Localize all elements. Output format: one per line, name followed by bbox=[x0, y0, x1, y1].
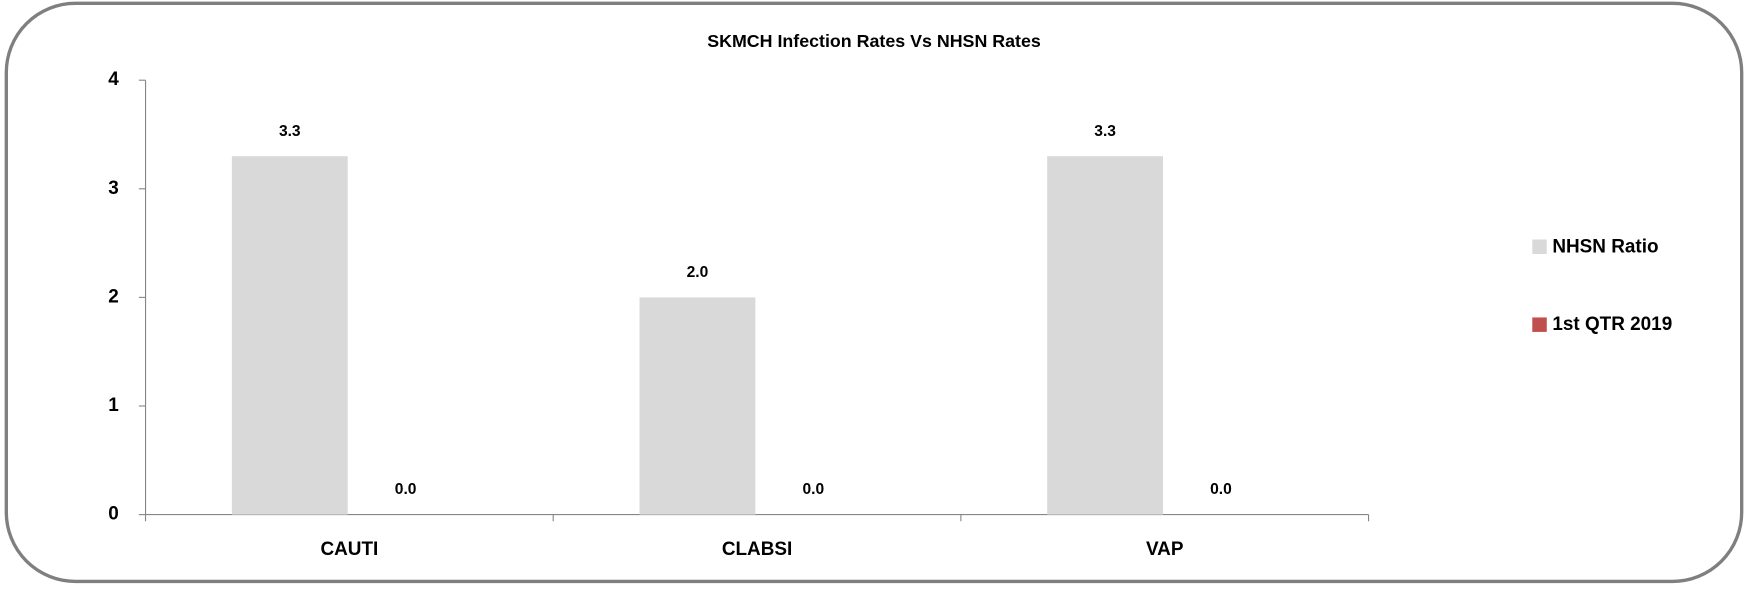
legend-label: 1st QTR 2019 bbox=[1552, 314, 1672, 335]
legend-swatch bbox=[1532, 317, 1547, 332]
data-label: 0.0 bbox=[802, 481, 824, 498]
y-tick-label: 3 bbox=[108, 178, 119, 199]
y-tick-label: 4 bbox=[108, 69, 119, 90]
x-tick-label: CLABSI bbox=[722, 539, 792, 560]
data-label: 2.0 bbox=[687, 264, 709, 281]
x-tick-label: CAUTI bbox=[320, 539, 378, 560]
data-label: 3.3 bbox=[1094, 123, 1116, 140]
legend-label: NHSN Ratio bbox=[1552, 236, 1658, 257]
data-label: 0.0 bbox=[1210, 481, 1232, 498]
chart-border bbox=[4, 1, 1744, 584]
data-label: 0.0 bbox=[395, 481, 417, 498]
y-tick-label: 2 bbox=[108, 286, 119, 307]
bar bbox=[639, 297, 756, 515]
bar bbox=[1047, 156, 1164, 515]
chart-title: SKMCH Infection Rates Vs NHSN Rates bbox=[707, 31, 1041, 51]
bar bbox=[231, 156, 348, 515]
y-tick-label: 0 bbox=[108, 504, 119, 525]
y-tick-label: 1 bbox=[108, 395, 119, 416]
data-label: 3.3 bbox=[279, 123, 301, 140]
legend-swatch bbox=[1532, 239, 1547, 254]
x-tick-label: VAP bbox=[1146, 539, 1184, 560]
